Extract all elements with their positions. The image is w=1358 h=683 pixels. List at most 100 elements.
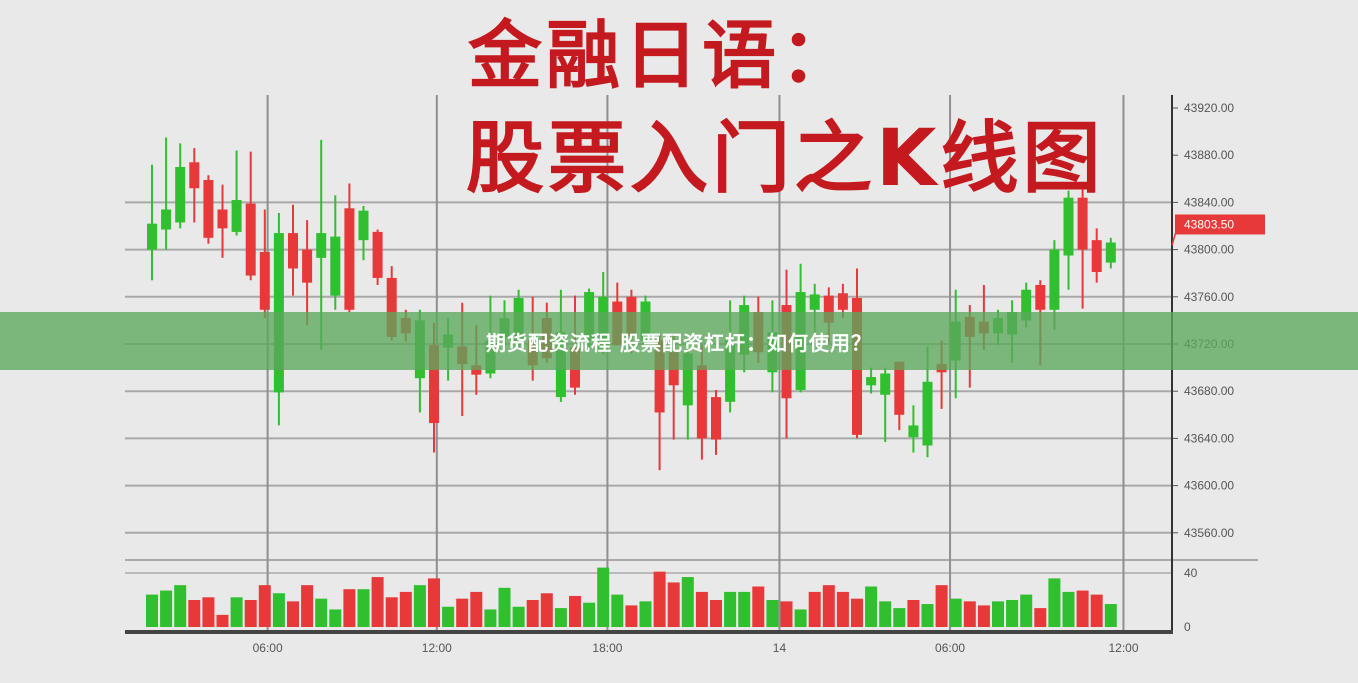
volume-bar	[569, 595, 581, 627]
candle	[711, 390, 721, 455]
volume-bar	[146, 594, 158, 627]
candle-body	[682, 353, 693, 406]
volume-bar	[174, 585, 187, 627]
candle	[245, 151, 256, 281]
candle-body	[189, 162, 200, 189]
candle	[358, 205, 369, 261]
volume-bar	[879, 601, 892, 627]
volume-bar	[329, 609, 342, 627]
volume-bar	[907, 600, 920, 627]
volume-bar	[949, 598, 962, 627]
volume-bar	[780, 601, 793, 627]
volume-bar	[1076, 590, 1089, 627]
volume-bar	[1034, 608, 1047, 627]
volume-bar	[1048, 578, 1061, 627]
volume-bar	[583, 602, 596, 627]
y-tick-label: 43640.00	[1184, 431, 1234, 445]
candle-body	[654, 340, 665, 413]
candle	[1077, 188, 1088, 309]
volume-bar	[456, 598, 469, 627]
volume-bar	[413, 585, 426, 627]
volume-bar	[512, 606, 525, 627]
candle-body	[259, 251, 270, 310]
x-tick-label: 12:00	[1108, 641, 1138, 655]
volume-bar	[216, 614, 229, 627]
candle	[894, 361, 905, 431]
volume-bar	[865, 586, 878, 627]
volume-bar	[160, 590, 173, 627]
candle-body	[217, 209, 228, 229]
volume-bar	[752, 586, 765, 627]
volume-bar	[992, 601, 1004, 627]
x-tick-label: 06:00	[935, 641, 965, 655]
candle-body	[203, 179, 214, 238]
candle-body	[429, 345, 439, 424]
volume-bar	[526, 600, 539, 627]
candle-body	[1077, 197, 1088, 250]
y-tick-label: 43600.00	[1184, 479, 1234, 493]
candle	[908, 405, 919, 453]
candle-body	[231, 200, 242, 232]
candle-body	[161, 209, 172, 230]
candle	[161, 137, 172, 250]
y-tick-label: 43880.00	[1184, 148, 1234, 162]
candle	[147, 164, 157, 281]
candle	[217, 184, 228, 258]
candle-body	[358, 210, 369, 241]
y-tick-label: 43920.00	[1184, 101, 1234, 115]
volume-bar	[822, 585, 835, 627]
volume-bar	[315, 598, 328, 627]
volume-bar	[963, 601, 976, 627]
candle-body	[302, 249, 313, 283]
banner-text[interactable]: 期货配资流程 股票配资杠杆：如何使用？	[486, 330, 872, 355]
volume-bar	[272, 593, 285, 627]
candle	[288, 204, 298, 296]
volume-bar	[385, 597, 398, 627]
volume-bar	[935, 585, 948, 627]
x-tick-label: 06:00	[253, 641, 283, 655]
candle	[231, 150, 242, 236]
volume-bar	[921, 604, 934, 627]
candle-body	[894, 361, 905, 415]
volume-bar	[653, 571, 666, 627]
volume-bar	[681, 577, 694, 627]
x-tick-label: 14	[773, 641, 787, 655]
candle	[330, 195, 341, 310]
y-tick-label: 43760.00	[1184, 290, 1234, 304]
candle	[175, 143, 186, 229]
candle-body	[147, 223, 157, 250]
volume-bar	[287, 601, 299, 627]
volume-bar	[301, 585, 314, 627]
volume-bar	[258, 585, 271, 627]
candle	[1091, 228, 1102, 283]
x-tick-label: 18:00	[592, 641, 622, 655]
candle-body	[245, 203, 256, 276]
y-tick-label: 43560.00	[1184, 526, 1234, 540]
volume-bar	[625, 605, 638, 627]
volume-bar	[808, 591, 821, 627]
volume-bar	[188, 600, 201, 627]
volume-bar	[428, 578, 440, 627]
candle-body	[809, 294, 820, 310]
candle-body	[1021, 289, 1032, 321]
overlay-banner[interactable]: 期货配资流程 股票配资杠杆：如何使用？	[0, 312, 1358, 370]
volume-bar	[738, 591, 751, 627]
volume-bar	[893, 608, 906, 627]
volume-bar	[597, 567, 610, 627]
volume-bar	[1090, 594, 1103, 627]
candle-body	[316, 233, 327, 258]
candle-body	[1035, 285, 1046, 310]
candle-body	[866, 377, 877, 386]
candle-body	[823, 295, 834, 323]
volume-bar	[202, 597, 215, 627]
volume-bar	[554, 608, 567, 627]
volume-bar	[977, 605, 990, 627]
candle-body	[1063, 197, 1074, 256]
candle	[203, 175, 214, 244]
volume-bar	[639, 601, 652, 627]
candle-body	[908, 425, 919, 438]
y-tick-label: 43840.00	[1184, 195, 1234, 209]
volume-bar	[399, 591, 412, 627]
y-tick-label: 43800.00	[1184, 243, 1234, 257]
candle	[866, 367, 877, 394]
